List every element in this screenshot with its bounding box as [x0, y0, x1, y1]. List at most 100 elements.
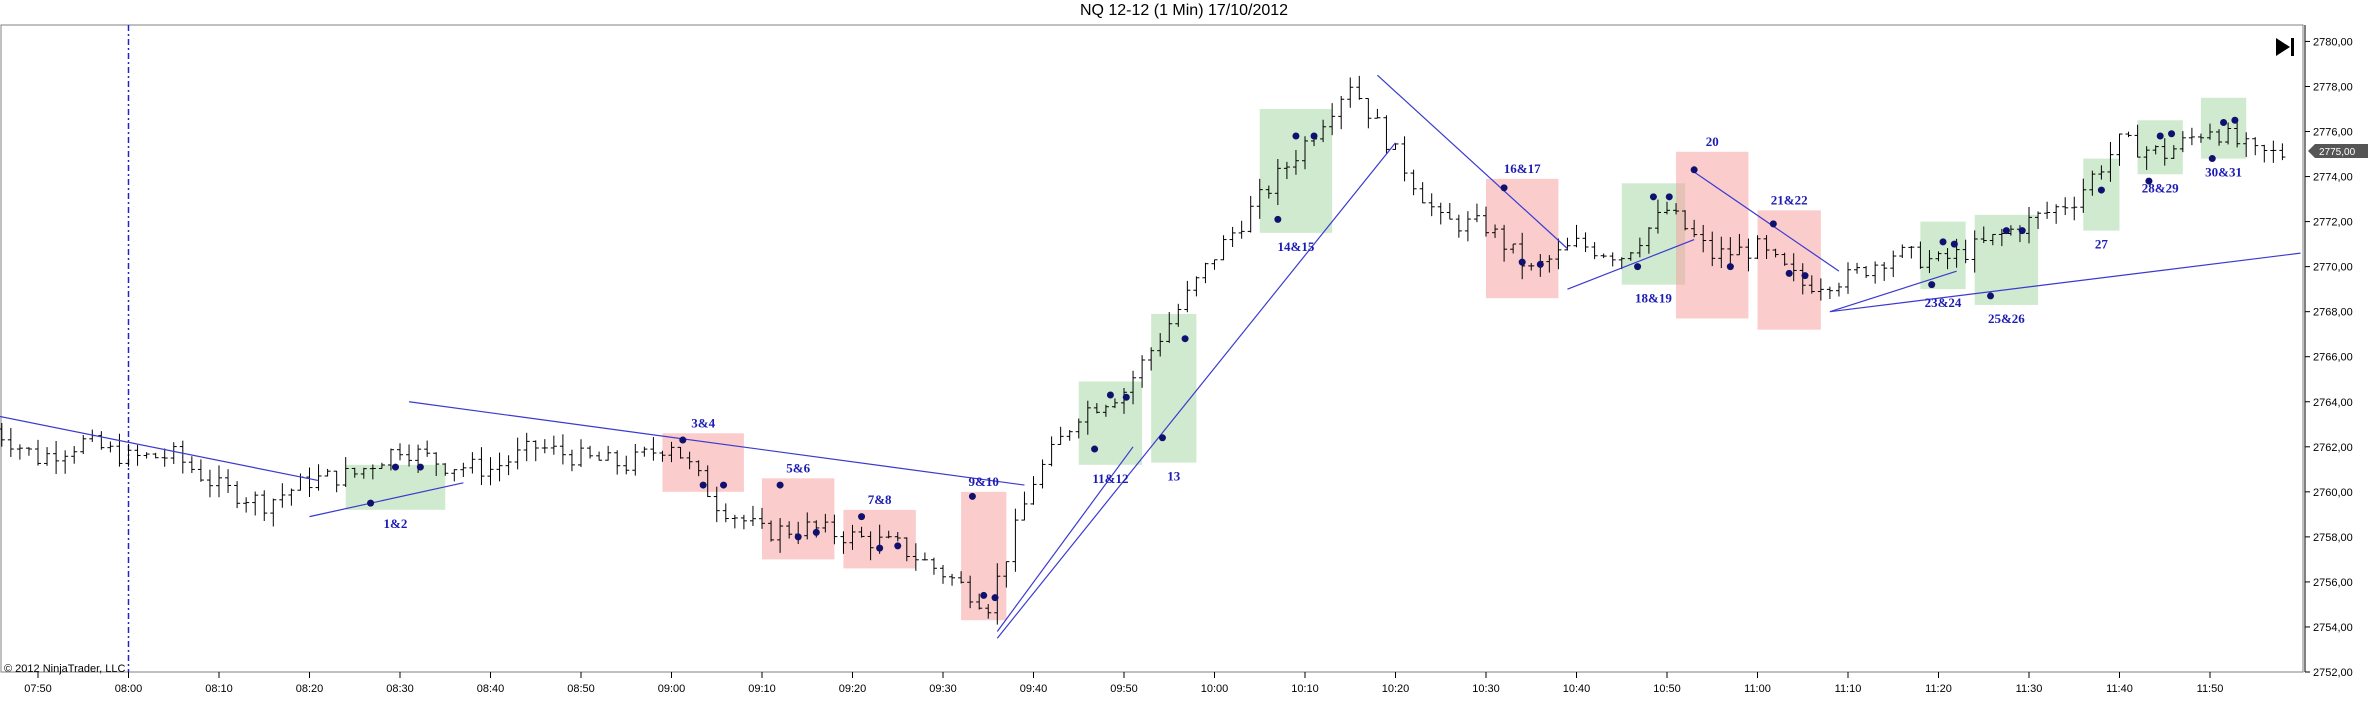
signal-dot: [1536, 260, 1544, 268]
chart-title: NQ 12-12 (1 Min) 17/10/2012: [1079, 2, 1289, 19]
annotation-label-3&4: 3&4: [691, 415, 715, 430]
green-zone-23&24: [1920, 221, 1966, 290]
signal-dot: [2220, 119, 2228, 127]
x-tick-label: 07:50: [24, 683, 52, 695]
trendline: [1693, 171, 1840, 272]
x-tick-label: 08:10: [205, 683, 233, 695]
annotation-label-25&26: 25&26: [1988, 311, 2025, 326]
annotation-label-13: 13: [1167, 469, 1181, 484]
x-tick-label: 10:50: [1653, 683, 1681, 695]
y-tick-label: 2756,00: [2313, 577, 2353, 589]
y-tick-label: 2776,00: [2313, 127, 2353, 139]
y-tick-label: 2764,00: [2313, 397, 2353, 409]
x-tick-label: 11:00: [1744, 683, 1771, 695]
trendline: [996, 142, 1396, 639]
signal-dot: [1518, 258, 1526, 266]
signal-dot: [1310, 132, 1318, 140]
trendline: [996, 446, 1134, 632]
signal-dot: [858, 513, 866, 521]
x-tick-label: 09:50: [1110, 683, 1138, 695]
signal-dot: [1106, 391, 1114, 399]
annotation-label-16&17: 16&17: [1504, 161, 1541, 176]
x-tick-label: 11:50: [2197, 683, 2224, 695]
y-tick-label: 2780,00: [2313, 36, 2353, 48]
signal-dot: [1091, 445, 1099, 453]
signal-dot: [1785, 269, 1793, 277]
x-tick-label: 10:40: [1563, 683, 1591, 695]
signal-dot: [2145, 177, 2153, 185]
signal-dot: [980, 591, 988, 599]
annotation-label-21&22: 21&22: [1771, 192, 1808, 207]
signal-dot: [1292, 132, 1300, 140]
annotation-label-28&29: 28&29: [2142, 180, 2179, 195]
copyright-text: © 2012 NinjaTrader, LLC: [4, 663, 125, 675]
y-tick-label: 2774,00: [2313, 172, 2353, 184]
trendline: [0, 415, 319, 482]
y-tick-label: 2778,00: [2313, 81, 2353, 93]
x-tick-label: 11:40: [2106, 683, 2133, 695]
signal-dot: [2208, 155, 2216, 163]
annotation-label-20: 20: [1706, 134, 1719, 149]
current-price-marker: 2775,00: [2308, 144, 2368, 158]
annotation-label-14&15: 14&15: [1278, 239, 1315, 254]
skip-to-end-icon[interactable]: [2276, 38, 2294, 56]
price-bars: [0, 75, 2286, 625]
x-tick-label: 09:10: [748, 683, 776, 695]
signal-dot: [1950, 240, 1958, 248]
x-axis-ticks: 07:50 08:00 08:10 08:20 08:30 08:40 08:50 09:00…: [24, 672, 2223, 695]
signal-dot: [1122, 393, 1130, 401]
signal-dot: [367, 499, 375, 507]
signal-dot: [1726, 263, 1734, 271]
signal-dot: [1181, 335, 1189, 343]
x-tick-label: 08:50: [567, 683, 595, 695]
x-tick-label: 11:20: [1925, 683, 1952, 695]
signal-dot: [794, 533, 802, 541]
signal-dot: [1665, 193, 1673, 201]
signal-dot: [812, 528, 820, 536]
signal-dot: [1274, 215, 1282, 223]
signal-dot: [2002, 227, 2010, 235]
signal-dot: [1801, 272, 1809, 280]
y-tick-label: 2770,00: [2313, 262, 2353, 274]
signal-dot: [391, 463, 399, 471]
y-tick-label: 2768,00: [2313, 307, 2353, 319]
signal-dot: [2231, 116, 2239, 124]
x-tick-label: 11:30: [2016, 683, 2043, 695]
signal-dot: [876, 544, 884, 552]
trendline: [1829, 252, 2301, 313]
annotation-label-11&12: 11&12: [1092, 471, 1128, 486]
y-tick-label: 2762,00: [2313, 442, 2353, 454]
red-zone-5&6: [762, 478, 835, 560]
x-tick-label: 08:40: [477, 683, 505, 695]
green-zone-1&2: [345, 464, 446, 510]
annotation-label-7&8: 7&8: [868, 492, 892, 507]
annotation-label-9&10: 9&10: [969, 474, 999, 489]
trendline: [1376, 74, 1568, 250]
signal-dot: [2018, 227, 2026, 235]
annotation-label-1&2: 1&2: [384, 516, 408, 531]
x-tick-label: 08:00: [115, 683, 143, 695]
y-tick-label: 2752,00: [2313, 667, 2353, 679]
signal-dot: [720, 481, 728, 489]
green-zone-28&29: [2137, 120, 2183, 175]
x-tick-label: 09:40: [1020, 683, 1048, 695]
x-tick-label: 10:10: [1291, 683, 1319, 695]
signal-dot: [2097, 186, 2105, 194]
signal-dots: [367, 116, 2239, 602]
signal-dot: [1769, 220, 1777, 228]
trendline: [1829, 270, 1957, 313]
x-tick-label: 10:20: [1382, 683, 1410, 695]
signal-dot: [2156, 132, 2164, 140]
x-tick-label: 09:00: [658, 683, 686, 695]
trendlines: [0, 74, 2301, 639]
signal-dot: [1987, 292, 1995, 300]
signal-dot: [416, 463, 424, 471]
green-zone-13: [1151, 313, 1197, 463]
signal-dot: [679, 436, 687, 444]
signal-dot: [2168, 130, 2176, 138]
annotation-label-5&6: 5&6: [786, 460, 810, 475]
signal-dot: [1500, 184, 1508, 192]
x-tick-label: 08:30: [386, 683, 414, 695]
signal-dot: [991, 594, 999, 602]
